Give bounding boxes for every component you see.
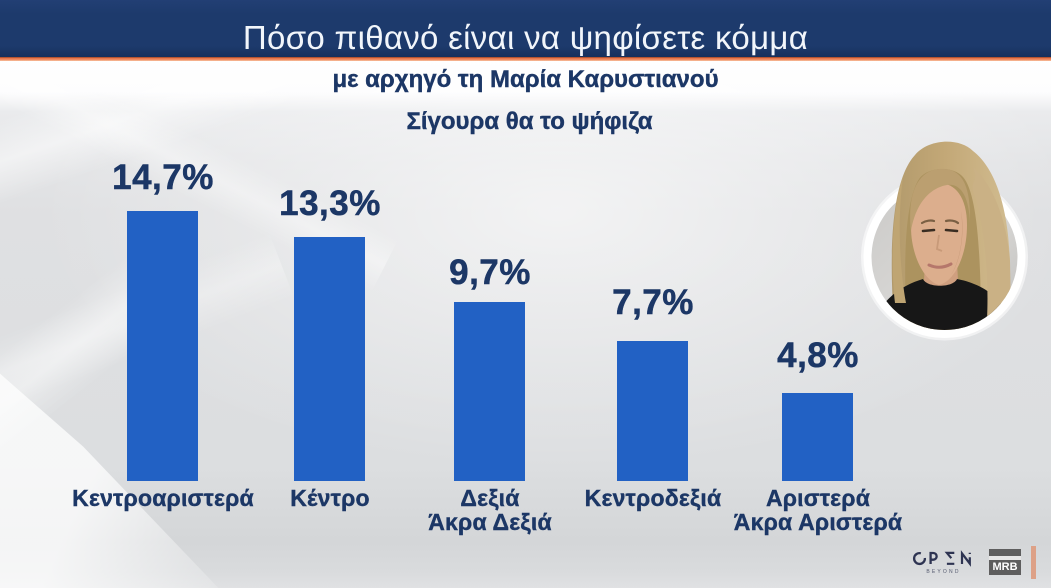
svg-text:BEYOND: BEYOND bbox=[926, 569, 960, 575]
